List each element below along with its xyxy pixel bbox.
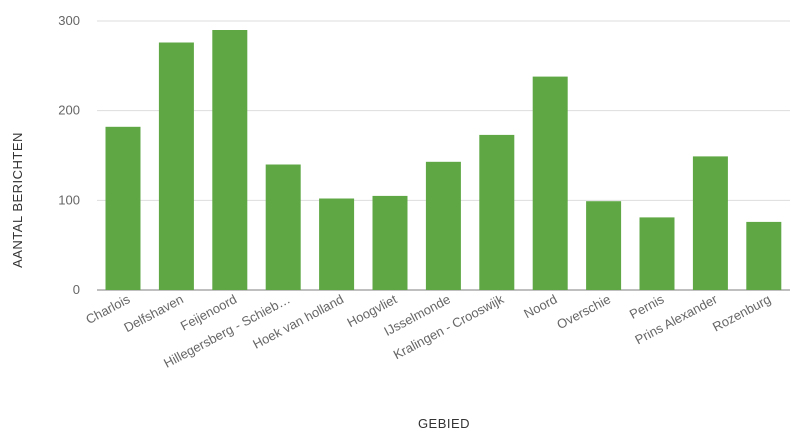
x-axis-title: GEBIED [418, 416, 470, 431]
x-axis-ticks: CharloisDelfshavenFeijenoordHillegersber… [83, 291, 773, 371]
bar-1 [158, 42, 194, 290]
bar-11 [692, 156, 728, 290]
y-tick-label: 100 [58, 192, 80, 207]
bar-4 [319, 198, 355, 290]
bar-12 [746, 221, 782, 290]
y-axis-title: AANTAL BERICHTEN [10, 132, 25, 268]
bars [105, 30, 782, 290]
x-tick-label: Overschie [554, 291, 613, 332]
bar-6 [425, 161, 461, 290]
bar-5 [372, 195, 408, 290]
bar-7 [479, 134, 515, 290]
x-tick-label: Hoek van holland [250, 291, 346, 351]
bar-9 [586, 201, 622, 290]
x-tick-label: Noord [521, 291, 559, 321]
y-tick-label: 200 [58, 103, 80, 118]
bar-2 [212, 30, 248, 290]
x-tick-label: Delfshaven [121, 291, 185, 335]
x-tick-label: Rozenburg [710, 291, 773, 334]
bar-10 [639, 217, 675, 290]
bar-3 [265, 164, 301, 290]
y-axis-ticks: 0 100 200 300 [58, 13, 80, 297]
bar-0 [105, 126, 141, 290]
y-tick-label: 300 [58, 13, 80, 28]
x-tick-label: Pernis [627, 291, 667, 322]
y-tick-label: 0 [73, 282, 80, 297]
bar-8 [532, 76, 568, 290]
